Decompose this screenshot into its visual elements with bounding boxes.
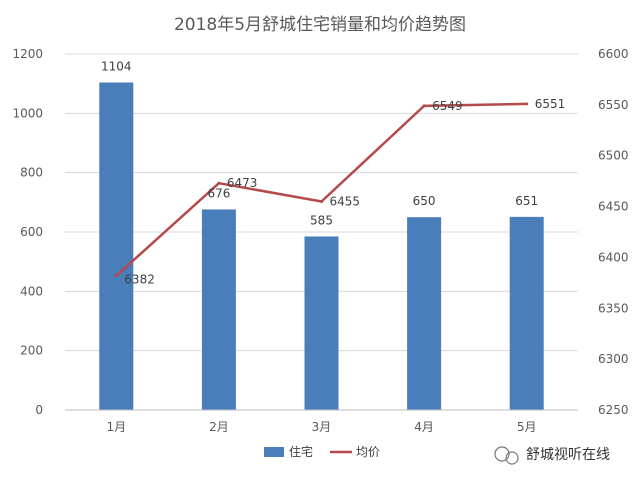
y-left-tick-label: 800: [20, 166, 43, 180]
y-right-tick-label: 6400: [598, 250, 629, 264]
line-data-label: 6473: [227, 176, 258, 190]
line-point: [114, 274, 118, 278]
y-left-tick-label: 200: [20, 344, 43, 358]
legend-label: 均价: [356, 445, 380, 459]
x-tick-label: 1月: [106, 420, 126, 434]
bar-data-label: 1104: [101, 59, 132, 73]
legend: 住宅 均价: [264, 444, 380, 459]
bar: [407, 217, 442, 410]
bar-data-label: 650: [413, 194, 436, 208]
y-right-tick-label: 6550: [598, 98, 629, 112]
line-series: [114, 102, 529, 278]
wechat-icon: [494, 446, 519, 465]
y-left-tick-label: 400: [20, 284, 43, 298]
x-tick-label: 2月: [209, 420, 229, 434]
y-right-tick-label: 6450: [598, 200, 629, 214]
y-right-tick-label: 6600: [598, 47, 629, 61]
line-point: [320, 199, 323, 203]
y-left-tick-label: 1200: [12, 47, 43, 61]
axes: 0 200 400 600 800 1000 1200 6250 6300 6350 6400 645…: [12, 47, 628, 434]
data-labels: 1104 676 585 650 651 6382 6473 6455 6549 6551: [101, 59, 565, 286]
line-data-label: 6549: [432, 99, 463, 113]
legend-swatch-bar: [264, 447, 284, 457]
line-data-label: 6382: [124, 273, 155, 287]
bar-data-label: 676: [207, 186, 230, 200]
y-right-tick-label: 6350: [598, 301, 629, 315]
line-point: [422, 104, 426, 108]
y-right-tick-label: 6250: [598, 403, 629, 417]
line-data-label: 6551: [535, 97, 566, 111]
bar-series: [99, 82, 544, 410]
bar-data-label: 651: [515, 194, 538, 208]
line-point: [525, 102, 529, 106]
line-data-label: 6455: [330, 194, 361, 208]
y-left-tick-label: 1000: [12, 106, 43, 120]
bar: [201, 209, 236, 410]
line-point: [217, 181, 221, 185]
bar: [304, 236, 339, 410]
x-tick-label: 5月: [517, 420, 537, 434]
watermark: 舒城视听在线: [494, 446, 610, 465]
watermark-text: 舒城视听在线: [526, 447, 610, 463]
legend-label: 住宅: [289, 444, 313, 459]
x-tick-label: 4月: [414, 420, 434, 434]
bar: [99, 82, 134, 410]
x-tick-label: 3月: [312, 420, 332, 434]
y-right-tick-label: 6500: [598, 149, 629, 163]
chart-title: 2018年5月舒城住宅销量和均价趋势图: [174, 15, 466, 35]
y-left-tick-label: 600: [20, 225, 43, 239]
y-left-tick-label: 0: [35, 403, 43, 417]
bar: [509, 216, 544, 410]
y-right-tick-label: 6300: [598, 352, 629, 366]
bar-data-label: 585: [310, 213, 333, 227]
